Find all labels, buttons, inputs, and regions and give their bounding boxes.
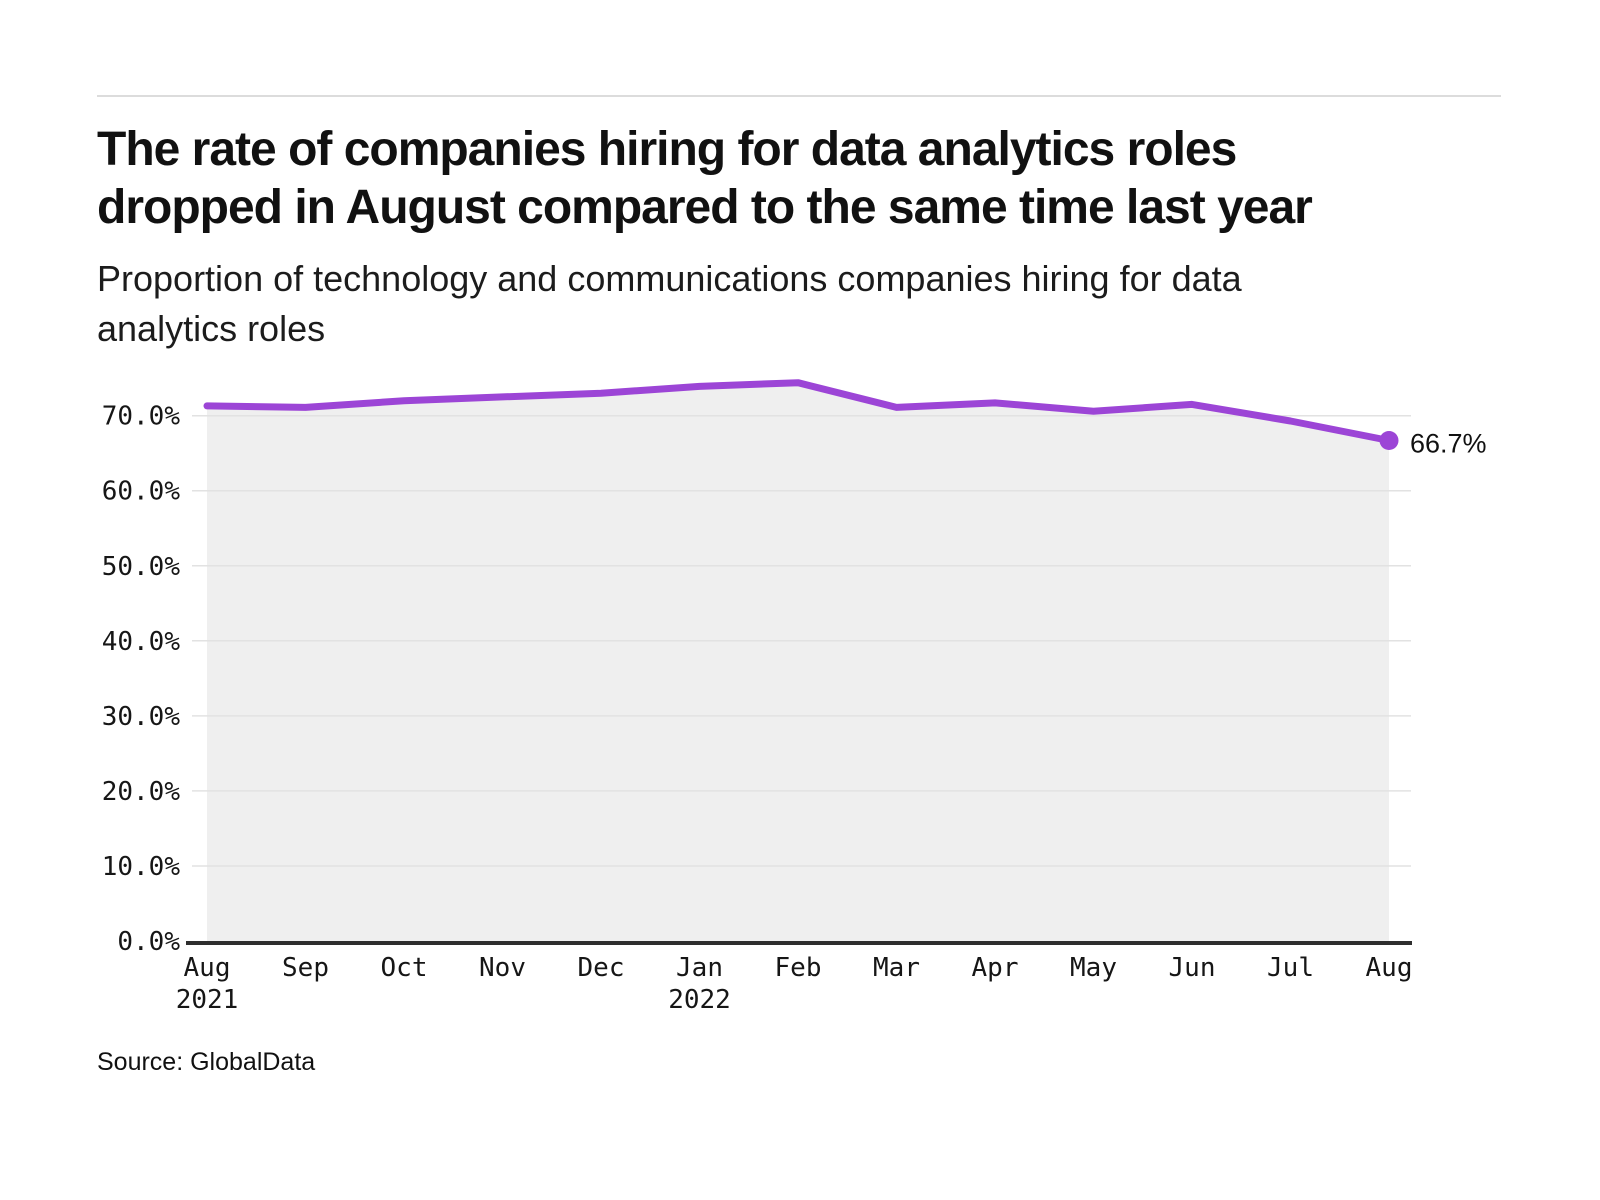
x-tick-label: Feb [775, 953, 822, 983]
chart-subtitle-line-1: Proportion of technology and communicati… [97, 258, 1242, 299]
chart-title: The rate of companies hiring for data an… [97, 121, 1517, 237]
x-tick-label: Jul [1267, 953, 1314, 983]
y-tick-label: 50.0% [102, 552, 181, 582]
x-tick-label: Jan [676, 953, 723, 983]
x-tick-label: Aug [1366, 953, 1413, 983]
x-tick-label: Mar [873, 953, 920, 983]
x-tick-year-label: 2021 [176, 985, 239, 1015]
y-tick-label: 40.0% [102, 627, 181, 657]
y-tick-label: 0.0% [117, 927, 180, 957]
x-tick-label: Oct [381, 953, 428, 983]
y-tick-label: 20.0% [102, 777, 181, 807]
chart-title-line-2: dropped in August compared to the same t… [97, 181, 1313, 234]
x-tick-label: Jun [1169, 953, 1216, 983]
x-tick-label: Apr [972, 953, 1019, 983]
end-point-label: 66.7% [1410, 429, 1487, 459]
area-fill [207, 382, 1389, 941]
x-tick-label: Nov [479, 953, 526, 983]
x-tick-label: Sep [282, 953, 329, 983]
x-tick-label: Dec [578, 953, 625, 983]
header-divider [97, 95, 1501, 97]
y-tick-label: 60.0% [102, 477, 181, 507]
y-tick-label: 30.0% [102, 702, 181, 732]
chart-subtitle-line-2: analytics roles [97, 308, 326, 349]
source-caption: Source: GlobalData [97, 1048, 316, 1076]
y-tick-label: 70.0% [102, 402, 181, 432]
chart-title-line-1: The rate of companies hiring for data an… [97, 123, 1237, 176]
chart-subtitle: Proportion of technology and communicati… [97, 254, 1517, 354]
y-tick-label: 10.0% [102, 852, 181, 882]
x-tick-label: Aug [184, 953, 231, 983]
x-tick-label: May [1070, 953, 1117, 983]
end-point-dot [1379, 431, 1399, 450]
x-tick-year-label: 2022 [668, 985, 731, 1015]
data-line [203, 379, 1393, 444]
